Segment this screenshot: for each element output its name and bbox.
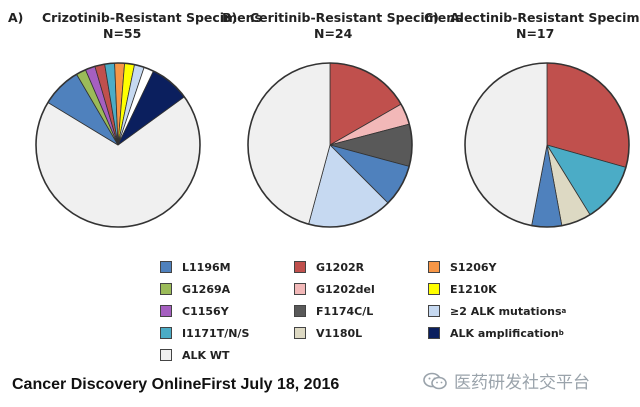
legend-item: G1202R: [294, 260, 364, 274]
legend-label: V1180L: [316, 326, 363, 340]
legend-item: ALK WT: [160, 348, 230, 362]
legend-label: G1202del: [316, 282, 375, 296]
panel-a-letter: A): [8, 10, 24, 25]
legend-item: G1269A: [160, 282, 230, 296]
pie-outline: [464, 62, 630, 228]
watermark: 医药研发社交平台: [422, 368, 590, 393]
legend-label: G1202R: [316, 260, 365, 274]
legend-label: E1210K: [450, 282, 497, 296]
legend-swatch: [294, 305, 306, 317]
footer-citation: Cancer Discovery OnlineFirst July 18, 20…: [12, 376, 340, 393]
pie-ceritinib: [247, 62, 413, 228]
legend-footnote-marker: b: [558, 329, 564, 337]
legend-item: E1210K: [428, 282, 497, 296]
legend-swatch: [160, 327, 172, 339]
legend-item: ≥2 ALK mutations a: [428, 304, 566, 318]
legend-label: L1196M: [182, 260, 231, 274]
pie-crizotinib: [35, 62, 201, 228]
legend-footnote-marker: a: [561, 307, 567, 315]
panel-b-n: N=24: [314, 26, 353, 41]
legend-label: C1156Y: [182, 304, 229, 318]
legend-swatch: [294, 261, 306, 273]
legend-label: ≥2 ALK mutations: [450, 304, 562, 318]
legend-item: G1202del: [294, 282, 375, 296]
legend-label: I1171T/N/S: [182, 326, 250, 340]
legend-label: S1206Y: [450, 260, 497, 274]
watermark-text: 医药研发社交平台: [454, 373, 590, 393]
legend-item: S1206Y: [428, 260, 497, 274]
legend-label: F1174C/L: [316, 304, 374, 318]
pie-alectinib: [464, 62, 630, 228]
pie-slice: [464, 62, 548, 227]
legend-swatch: [160, 305, 172, 317]
legend-item: I1171T/N/S: [160, 326, 249, 340]
legend-label: ALK WT: [182, 348, 230, 362]
legend-swatch: [160, 349, 172, 361]
legend-swatch: [428, 305, 440, 317]
panel-a-title: Crizotinib-Resistant Specimens: [42, 10, 262, 25]
legend-label: G1269A: [182, 282, 231, 296]
legend-label: ALK amplification: [450, 326, 559, 340]
legend-swatch: [294, 327, 306, 339]
pie-outline: [247, 62, 413, 228]
legend-swatch: [294, 283, 306, 295]
pie-charts: [35, 62, 630, 228]
legend-swatch: [160, 283, 172, 295]
panel-c-n: N=17: [516, 26, 555, 41]
legend-swatch: [428, 327, 440, 339]
legend-item: F1174C/L: [294, 304, 373, 318]
panel-b-letter: B): [222, 10, 238, 25]
panel-b-title: Ceritinib-Resistant Specimens: [250, 10, 463, 25]
legend-swatch: [428, 261, 440, 273]
legend-item: ALK amplification b: [428, 326, 564, 340]
legend-swatch: [428, 283, 440, 295]
wechat-icon: [423, 372, 447, 389]
legend-item: C1156Y: [160, 304, 229, 318]
panel-c-letter: C): [424, 10, 439, 25]
legend-item: L1196M: [160, 260, 231, 274]
legend-item: V1180L: [294, 326, 362, 340]
panel-c-title: Alectinib-Resistant Specimens: [450, 10, 640, 25]
pie-outline: [35, 62, 201, 228]
legend-swatch: [160, 261, 172, 273]
panel-a-n: N=55: [103, 26, 142, 41]
